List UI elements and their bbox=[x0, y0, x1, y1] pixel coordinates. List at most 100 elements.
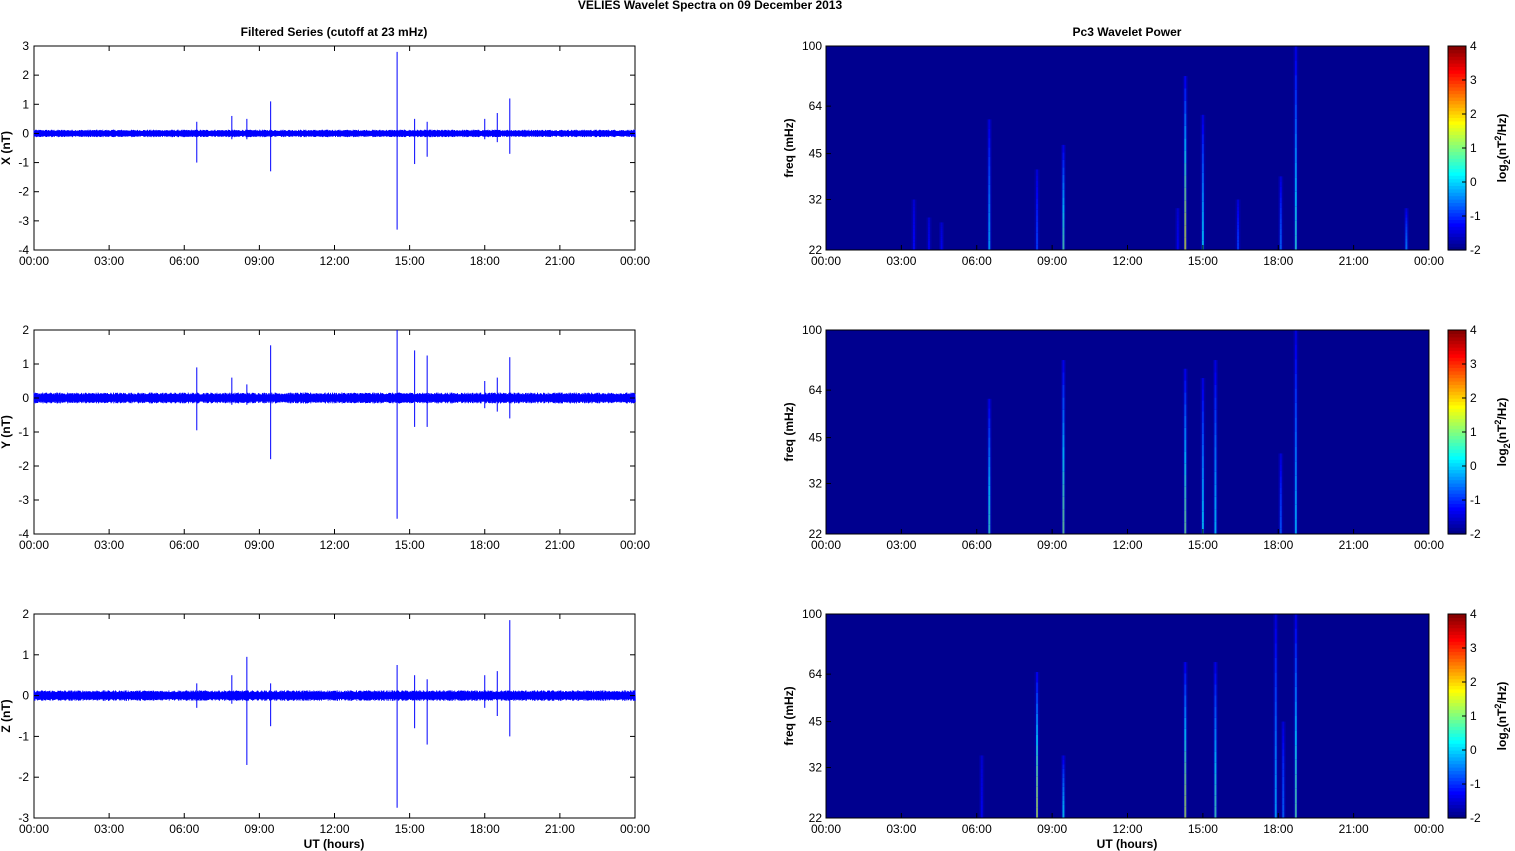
burst-2-segment bbox=[1062, 791, 1065, 796]
burst-7-segment bbox=[1294, 788, 1297, 804]
colorbar-step bbox=[1448, 801, 1466, 805]
burst-5-segment bbox=[1062, 227, 1065, 235]
colorbar-step bbox=[1448, 391, 1466, 396]
burst-4-segment bbox=[1036, 221, 1039, 227]
burst-1-halo bbox=[926, 217, 932, 250]
colorbar-step bbox=[1448, 651, 1466, 656]
burst-4-segment bbox=[1214, 717, 1217, 729]
plot-area bbox=[33, 329, 636, 535]
colorbar-step bbox=[1448, 637, 1466, 642]
burst-3-segment bbox=[1201, 511, 1204, 523]
burst-7-segment bbox=[1184, 175, 1187, 188]
burst-4-segment bbox=[1214, 806, 1217, 818]
colorbar-step bbox=[1448, 442, 1466, 447]
burst-7-segment bbox=[1294, 759, 1297, 775]
burst-1-segment bbox=[928, 226, 931, 230]
colorbar-step bbox=[1448, 56, 1466, 61]
colorbar-step bbox=[1448, 794, 1466, 799]
burst-3-segment bbox=[1201, 478, 1204, 490]
freq-tick-label: 32 bbox=[809, 477, 823, 491]
colorbar-step bbox=[1448, 438, 1466, 443]
burst-2-segment bbox=[1062, 768, 1065, 774]
colorbar-step bbox=[1448, 671, 1466, 676]
burst-1-segment bbox=[1062, 360, 1065, 373]
colorbar-step bbox=[1448, 620, 1466, 625]
burst-0-segment bbox=[912, 242, 915, 247]
colorbar-step bbox=[1448, 496, 1466, 501]
colorbar-step bbox=[1448, 141, 1466, 146]
burst-2-segment bbox=[1062, 786, 1065, 792]
burst-2-segment bbox=[940, 246, 943, 249]
burst-6-segment bbox=[1282, 756, 1285, 763]
burst-2-segment bbox=[1184, 463, 1187, 475]
burst-2-segment bbox=[1062, 782, 1065, 787]
burst-6-segment bbox=[1282, 762, 1285, 770]
colorbar-step bbox=[1448, 415, 1466, 419]
colorbar-step bbox=[1448, 107, 1466, 112]
burst-4-halo bbox=[1212, 360, 1218, 534]
burst-3-segment bbox=[988, 222, 991, 232]
burst-1-segment bbox=[928, 219, 931, 223]
burst-11-segment bbox=[1294, 220, 1297, 236]
colorbar-tick-label: 0 bbox=[1470, 743, 1477, 757]
burst-4-segment bbox=[1036, 215, 1039, 222]
colorbar-step bbox=[1448, 675, 1466, 680]
colorbar-step bbox=[1448, 411, 1466, 416]
colorbar-step bbox=[1448, 654, 1466, 659]
burst-10-segment bbox=[1279, 181, 1282, 187]
colorbar-step bbox=[1448, 114, 1466, 118]
burst-6-segment bbox=[1282, 783, 1285, 791]
colorbar: 4 3 2 1 0 -1 -2 log2(nT2/Hz) bbox=[1447, 323, 1512, 541]
colorbar-tick-label: -1 bbox=[1470, 493, 1481, 507]
colorbar-step bbox=[1448, 790, 1466, 795]
x-tick-label: 12:00 bbox=[1112, 538, 1142, 552]
plot-area bbox=[33, 613, 636, 819]
colorbar-step bbox=[1448, 377, 1466, 382]
burst-5-segment bbox=[1062, 234, 1065, 243]
y-tick-label: -1 bbox=[18, 156, 29, 170]
burst-8-segment bbox=[1201, 153, 1204, 164]
colorbar-step bbox=[1448, 86, 1466, 91]
burst-9-segment bbox=[1237, 228, 1240, 232]
burst-0-segment bbox=[980, 773, 983, 778]
burst-6-segment bbox=[1176, 235, 1179, 239]
x-tick-label: 06:00 bbox=[962, 538, 992, 552]
burst-6-halo bbox=[1175, 208, 1181, 250]
burst-1-segment bbox=[1062, 521, 1065, 534]
colorbar-step bbox=[1448, 493, 1466, 498]
burst-7-segment bbox=[1184, 76, 1187, 89]
burst-0-segment bbox=[980, 791, 983, 796]
colorbar-step bbox=[1448, 648, 1466, 652]
burst-2-segment bbox=[940, 238, 943, 241]
burst-1-segment bbox=[1036, 755, 1039, 766]
burst-3-segment bbox=[1201, 489, 1204, 501]
x-tick-label: 03:00 bbox=[94, 254, 124, 268]
burst-4-segment bbox=[1214, 372, 1217, 385]
burst-4-segment bbox=[1214, 706, 1217, 718]
burst-5-segment bbox=[1279, 470, 1282, 477]
burst-3-halo bbox=[986, 119, 992, 250]
burst-4-segment bbox=[1214, 762, 1217, 774]
burst-1-segment bbox=[928, 245, 931, 248]
burst-2-segment bbox=[940, 240, 943, 243]
burst-6-segment bbox=[1282, 749, 1285, 757]
colorbar-step bbox=[1448, 455, 1466, 460]
burst-5-segment bbox=[1274, 686, 1277, 702]
x-tick-label: 21:00 bbox=[1339, 538, 1369, 552]
burst-12-segment bbox=[1405, 238, 1408, 242]
burst-3-segment bbox=[1184, 762, 1187, 774]
colorbar-step bbox=[1448, 343, 1466, 348]
burst-0-segment bbox=[912, 239, 915, 243]
burst-2-segment bbox=[1184, 451, 1187, 464]
colorbar-step bbox=[1448, 76, 1466, 81]
burst-5-segment bbox=[1279, 505, 1282, 511]
burst-5-segment bbox=[1062, 189, 1065, 198]
x-tick-label: 18:00 bbox=[470, 254, 500, 268]
colorbar-step bbox=[1448, 668, 1466, 673]
burst-1-segment bbox=[928, 224, 931, 227]
x-tick-label: 09:00 bbox=[1037, 254, 1067, 268]
x-tick-label: 12:00 bbox=[319, 254, 349, 268]
burst-12-segment bbox=[1405, 208, 1408, 212]
colorbar-step bbox=[1448, 476, 1466, 481]
x-tick-label: 15:00 bbox=[395, 538, 425, 552]
